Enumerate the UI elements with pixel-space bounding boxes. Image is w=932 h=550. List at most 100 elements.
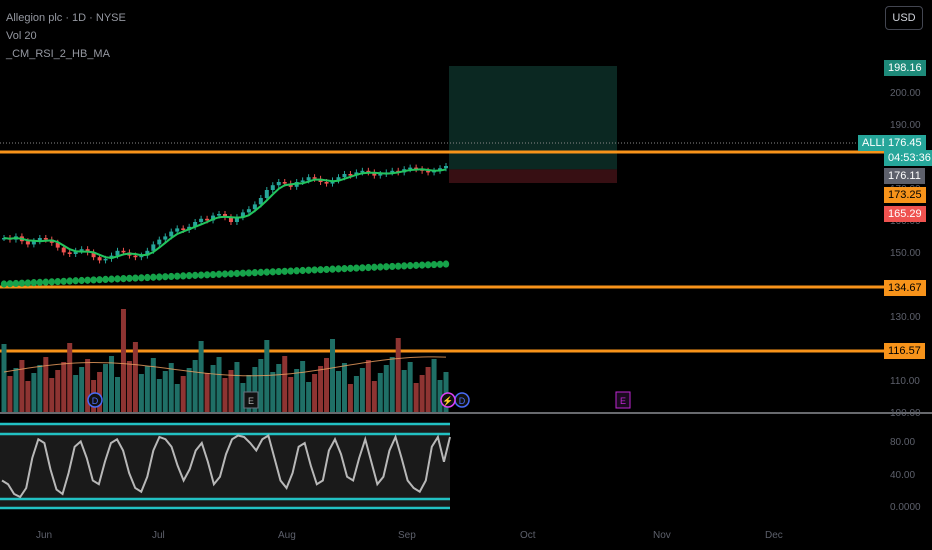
candle-body — [67, 252, 72, 254]
candle-body — [175, 228, 180, 232]
long-ma-dot — [12, 279, 20, 288]
volume-bar — [79, 367, 85, 412]
volume-bar — [252, 367, 258, 412]
volume-bar — [300, 361, 306, 412]
price-axis-tick: 200.00 — [890, 88, 921, 99]
candle-body — [151, 244, 156, 251]
long-ma-dot — [275, 267, 282, 276]
candle-body — [246, 209, 251, 213]
earnings-icon — [243, 391, 259, 409]
volume-bar — [103, 364, 109, 412]
candle-body — [91, 252, 96, 258]
price-axis-tick: 110.00 — [890, 376, 920, 387]
rsi-background — [0, 424, 450, 508]
candle-body — [342, 174, 347, 178]
volume-bar — [234, 362, 240, 412]
candle-body — [211, 215, 216, 221]
long-ma-dot — [30, 279, 38, 287]
volume-bar — [425, 367, 431, 412]
volume-bar — [19, 360, 25, 412]
time-axis-tick: Aug — [278, 530, 296, 541]
volume-bar — [85, 359, 91, 412]
volume-bar — [109, 356, 115, 412]
long-ma-dot — [6, 280, 14, 288]
long-ma-dot — [299, 266, 306, 275]
candle-body — [169, 231, 174, 237]
long-ma-dot — [138, 274, 145, 282]
long-ma-dot — [436, 260, 444, 268]
rsi-line — [1, 433, 451, 499]
long-ma-dot — [96, 276, 103, 284]
volume-bar — [294, 369, 300, 412]
candle-body — [270, 185, 275, 190]
volume-bar — [431, 359, 437, 412]
volume-bar — [162, 371, 168, 412]
candle-body — [37, 238, 42, 242]
volume-bar — [270, 372, 276, 412]
volume-bar — [138, 374, 144, 412]
stop-zone — [449, 169, 617, 183]
long-ma-dot — [114, 275, 121, 283]
long-ma-dot — [239, 269, 247, 277]
candle-body — [55, 242, 60, 248]
long-ma-dot — [197, 271, 205, 279]
long-ma-dot — [191, 271, 199, 279]
volume-bar — [306, 382, 312, 412]
currency-button[interactable]: USD — [885, 6, 923, 30]
countdown-tag: 04:53:36 — [884, 150, 932, 166]
volume-bar — [174, 384, 180, 412]
candle-body — [223, 214, 227, 218]
long-ma-dot — [323, 265, 330, 274]
volume-bar — [49, 378, 55, 412]
split-icon-label: ⚡ — [442, 395, 453, 407]
candle-body — [31, 241, 36, 245]
target-zone — [449, 66, 617, 170]
symbol-title[interactable]: Allegion plc · 1D · NYSE — [6, 12, 126, 24]
earnings-icon-label: E — [620, 396, 626, 406]
long-ma-dot — [144, 273, 151, 282]
long-ma-dot — [365, 263, 372, 272]
rsi-axis-tick: 40.00 — [890, 470, 916, 481]
long-ma-dot — [78, 276, 85, 285]
long-ma-dot — [430, 260, 438, 269]
volume-bar — [216, 357, 222, 412]
volume-indicator-label[interactable]: Vol 20 — [6, 30, 37, 42]
volume-bar — [401, 370, 407, 412]
long-ma-dot — [251, 269, 259, 277]
long-ma-dot — [48, 278, 55, 286]
candle-body — [438, 168, 443, 171]
volume-bar — [156, 379, 162, 412]
candle-body — [121, 250, 126, 253]
candle-body — [163, 236, 168, 240]
candle-body — [103, 258, 108, 261]
long-ma-dot — [54, 277, 61, 286]
volume-bar — [37, 365, 43, 412]
volume-bar — [288, 377, 294, 412]
long-ma-dot — [209, 270, 217, 279]
volume-bar — [276, 364, 282, 412]
rsi-indicator-label[interactable]: _CM_RSI_2_HB_MA — [6, 48, 110, 60]
target-price-tag: 198.16 — [884, 60, 926, 76]
long-ma-dot — [221, 270, 229, 278]
time-axis-tick: Dec — [765, 530, 783, 541]
volume-bar — [407, 362, 413, 412]
long-ma-dot — [162, 273, 169, 281]
long-ma-dot — [311, 266, 318, 274]
long-ma-dot — [371, 263, 378, 271]
rsi-axis-tick: 80.00 — [890, 437, 916, 448]
volume-bar — [114, 377, 120, 412]
long-ma-dot — [412, 261, 420, 269]
long-ma-dot — [245, 269, 253, 277]
candle-body — [258, 198, 263, 205]
volume-bar — [240, 383, 246, 412]
price-axis-tick: 130.00 — [890, 312, 921, 323]
volume-bar — [282, 356, 288, 412]
long-ma-dot — [72, 277, 79, 285]
long-ma-dot — [179, 272, 187, 280]
long-ma-dot — [341, 265, 348, 273]
long-ma-dot — [424, 261, 432, 269]
candle-body — [193, 222, 198, 227]
long-ma-dot — [353, 264, 360, 272]
long-ma-dot — [257, 268, 265, 276]
